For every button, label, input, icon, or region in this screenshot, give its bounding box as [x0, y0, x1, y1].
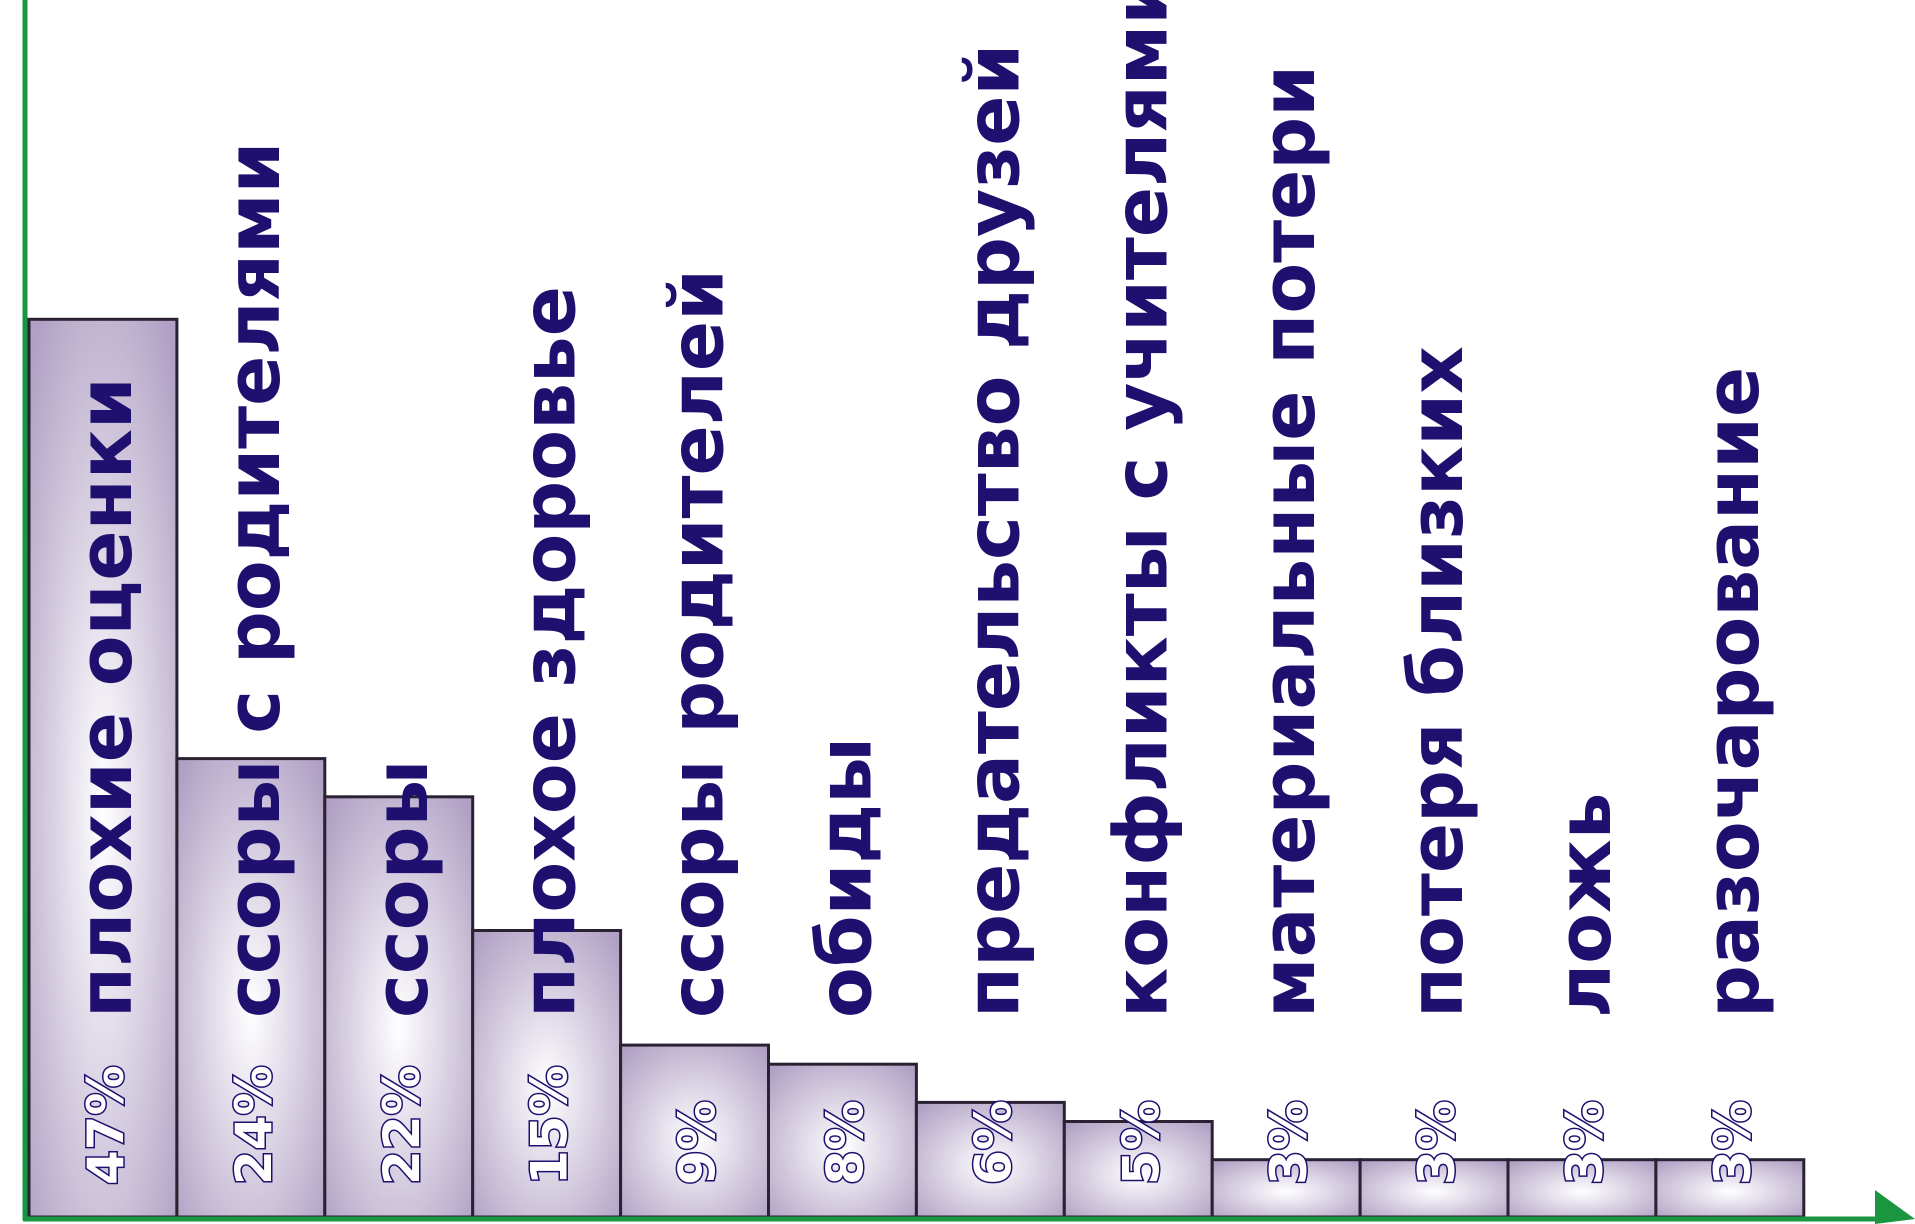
- category-label-6: предательство друзей: [950, 44, 1036, 1018]
- bar-1: [175, 757, 327, 1219]
- bar-9: [1358, 1158, 1510, 1219]
- value-label-5: 8%: [817, 1100, 875, 1185]
- category-label-10: ложь: [1542, 793, 1628, 1018]
- value-label-4: 9%: [669, 1100, 727, 1185]
- value-label-6: 6%: [964, 1100, 1022, 1185]
- category-label-7: конфликты с учителями: [1098, 0, 1184, 1018]
- value-label-10: 3%: [1556, 1100, 1614, 1185]
- category-label-9: потеря близких: [1394, 346, 1480, 1018]
- bar-0: [27, 317, 179, 1219]
- bar-7: [1062, 1120, 1214, 1219]
- x-axis-arrow-icon: [1875, 1190, 1915, 1224]
- category-label-3: плохое здоровье: [507, 286, 593, 1018]
- value-label-0: 47%: [77, 1065, 135, 1185]
- value-label-9: 3%: [1408, 1100, 1466, 1185]
- value-label-1: 24%: [225, 1065, 283, 1185]
- category-label-0: плохие оценки: [63, 377, 149, 1018]
- category-label-8: материальные потери: [1246, 65, 1332, 1018]
- category-label-11: разочарование: [1690, 367, 1776, 1018]
- category-label-4: ссоры родителей: [655, 269, 741, 1018]
- value-label-11: 3%: [1704, 1100, 1762, 1185]
- value-label-8: 3%: [1260, 1100, 1318, 1185]
- category-label-5: обиды: [803, 737, 889, 1018]
- value-label-2: 22%: [373, 1065, 431, 1185]
- value-label-3: 15%: [521, 1065, 579, 1185]
- bar-5: [767, 1062, 918, 1219]
- bars: [27, 317, 1806, 1219]
- value-label-7: 5%: [1112, 1100, 1170, 1185]
- bar-3: [471, 929, 623, 1219]
- bar-11: [1654, 1158, 1806, 1219]
- bar-2: [323, 795, 475, 1219]
- labels: плохие оценки 47% ссоры с родителями 24% ссо…: [63, 0, 1776, 1187]
- category-label-2: ссоры: [359, 760, 445, 1018]
- category-label-1: ссоры с родителями: [211, 142, 297, 1018]
